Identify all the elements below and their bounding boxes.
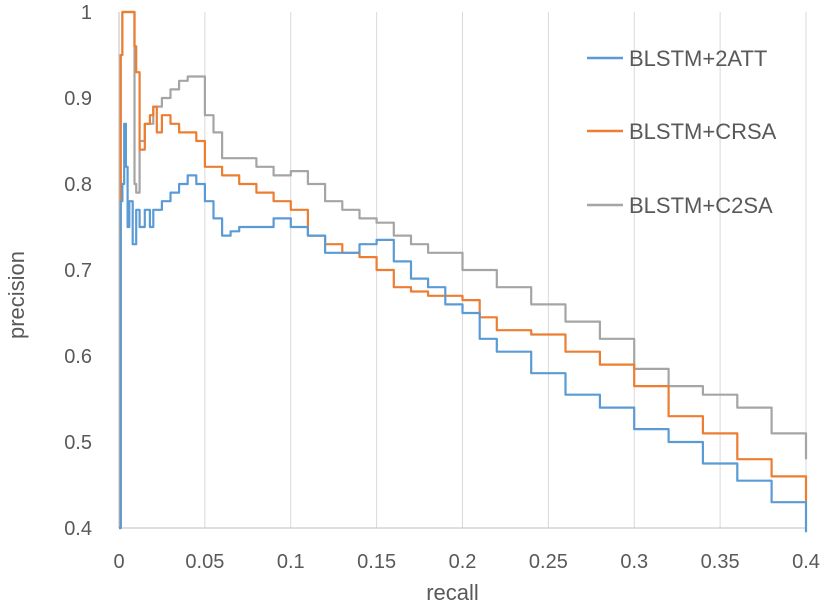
plot-area — [119, 10, 808, 533]
axes — [118, 12, 806, 529]
y-tick-label: 0.5 — [64, 432, 92, 454]
grid — [204, 12, 807, 528]
y-tick-label: 0.7 — [64, 260, 92, 282]
x-axis-label: recall — [426, 580, 479, 605]
x-tick-label: 0.15 — [357, 551, 396, 573]
x-tick-label: 0.05 — [185, 551, 224, 573]
x-tick-label: 0.4 — [792, 551, 820, 573]
x-tick-label: 0.25 — [529, 551, 568, 573]
y-tick-label: 0.4 — [64, 518, 92, 540]
legend-label: BLSTM+2ATT — [629, 46, 767, 71]
series-line-blstm-2att — [119, 122, 808, 533]
x-tick-label: 0.3 — [620, 551, 648, 573]
x-tick-label: 0.1 — [277, 551, 305, 573]
x-tick-label: 0.2 — [449, 551, 477, 573]
y-tick-label: 0.8 — [64, 174, 92, 196]
y-tick-label: 0.9 — [64, 88, 92, 110]
tick-labels: 0 0.05 0.1 0.15 0.2 0.25 0.3 0.35 0.4 0.4 0.5 0.6 0.… — [64, 2, 820, 573]
series-line-blstm-crsa — [119, 10, 808, 530]
legend-label: BLSTM+C2SA — [629, 193, 773, 218]
y-axis-label: precision — [4, 251, 29, 339]
y-tick-label: 0.6 — [64, 346, 92, 368]
legend-label: BLSTM+CRSA — [629, 119, 777, 144]
x-tick-label: 0 — [113, 551, 124, 573]
legend: BLSTM+2ATT BLSTM+CRSA BLSTM+C2SA — [587, 46, 777, 218]
series-line-blstm-c2sa — [119, 10, 808, 530]
x-tick-label: 0.35 — [701, 551, 740, 573]
y-tick-label: 1 — [81, 2, 92, 24]
